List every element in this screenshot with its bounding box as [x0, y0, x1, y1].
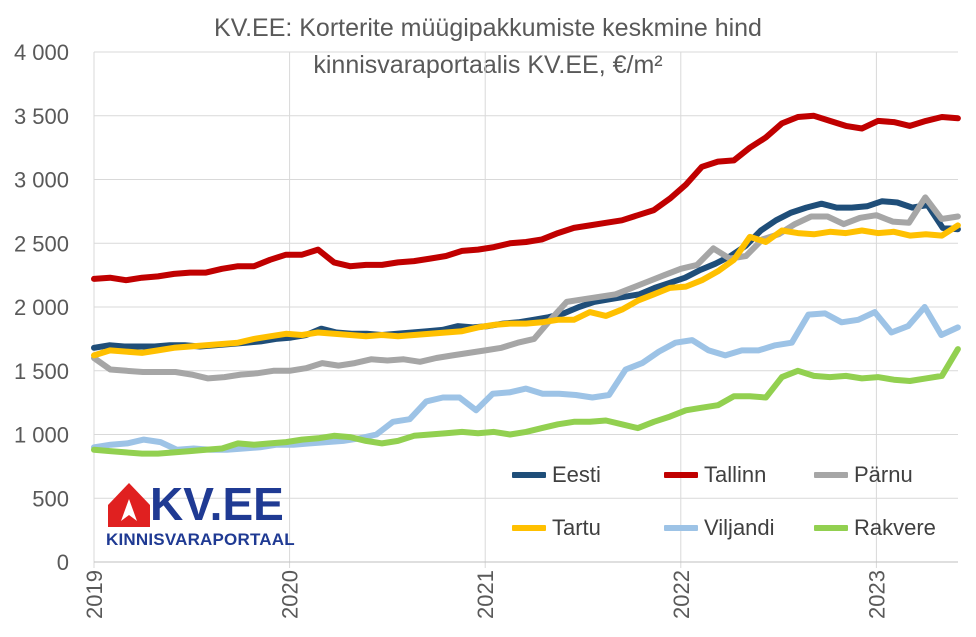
- chart-title-line-1: KV.EE: Korterite müügipakkumiste keskmin…: [214, 14, 762, 42]
- x-tick-label: 2022: [669, 570, 694, 619]
- legend-label-eesti: Eesti: [552, 462, 601, 487]
- y-tick-label: 1 500: [14, 359, 69, 384]
- logo-wordmark: KV.EE: [150, 478, 284, 530]
- legend-item-tartu: Tartu: [512, 515, 601, 541]
- y-tick-label: 0: [57, 550, 69, 575]
- legend-item-viljandi: Viljandi: [664, 515, 775, 541]
- kv-ee-logo: KV.EE KINNISVARAPORTAAL: [106, 478, 296, 553]
- series-lines: [91, 112, 961, 457]
- house-arrow-icon: [108, 483, 150, 527]
- y-tick-label: 3 500: [14, 104, 69, 129]
- chart-title: KV.EE: Korterite müügipakkumiste keskmin…: [0, 10, 976, 84]
- legend-swatch-tallinn: [664, 472, 698, 478]
- y-tick-label: 2 500: [14, 231, 69, 256]
- x-tick-label: 2021: [473, 570, 498, 619]
- series-line-parnu: [91, 194, 961, 382]
- legend-label-tartu: Tartu: [552, 515, 601, 540]
- y-tick-label: 3 000: [14, 168, 69, 193]
- y-tick-label: 2 000: [14, 295, 69, 320]
- y-tick-label: 500: [32, 486, 69, 511]
- series-line-tartu: [91, 222, 961, 359]
- x-tick-label: 2020: [278, 570, 303, 619]
- logo-tagline: KINNISVARAPORTAAL: [106, 530, 295, 549]
- legend-swatch-rakvere: [814, 525, 848, 531]
- legend-swatch-parnu: [814, 472, 848, 478]
- y-tick-label: 1 000: [14, 423, 69, 448]
- legend-item-eesti: Eesti: [512, 462, 601, 488]
- axes: 0 500 1 000 1 500 2 000 2 500 3 000 3 500 4 000 2…: [14, 40, 958, 619]
- legend-item-parnu: Pärnu: [814, 462, 913, 488]
- legend-label-tallinn: Tallinn: [704, 462, 767, 487]
- legend-label-viljandi: Viljandi: [704, 515, 775, 540]
- legend-swatch-tartu: [512, 525, 546, 531]
- legend-item-tallinn: Tallinn: [664, 462, 766, 488]
- x-tick-label: 2019: [82, 570, 107, 619]
- legend-label-parnu: Pärnu: [854, 462, 913, 487]
- chart-title-line-2: kinnisvaraportaalis KV.EE, €/m²: [313, 51, 663, 79]
- y-tick-label: 4 000: [14, 40, 69, 65]
- legend-swatch-eesti: [512, 472, 546, 478]
- series-line-rakvere: [91, 346, 961, 457]
- series-line-viljandi: [91, 304, 961, 453]
- series-line-tallinn: [91, 112, 961, 284]
- x-tick-label: 2023: [864, 570, 889, 619]
- legend-label-rakvere: Rakvere: [854, 515, 936, 540]
- legend-swatch-viljandi: [664, 525, 698, 531]
- legend-item-rakvere: Rakvere: [814, 515, 936, 541]
